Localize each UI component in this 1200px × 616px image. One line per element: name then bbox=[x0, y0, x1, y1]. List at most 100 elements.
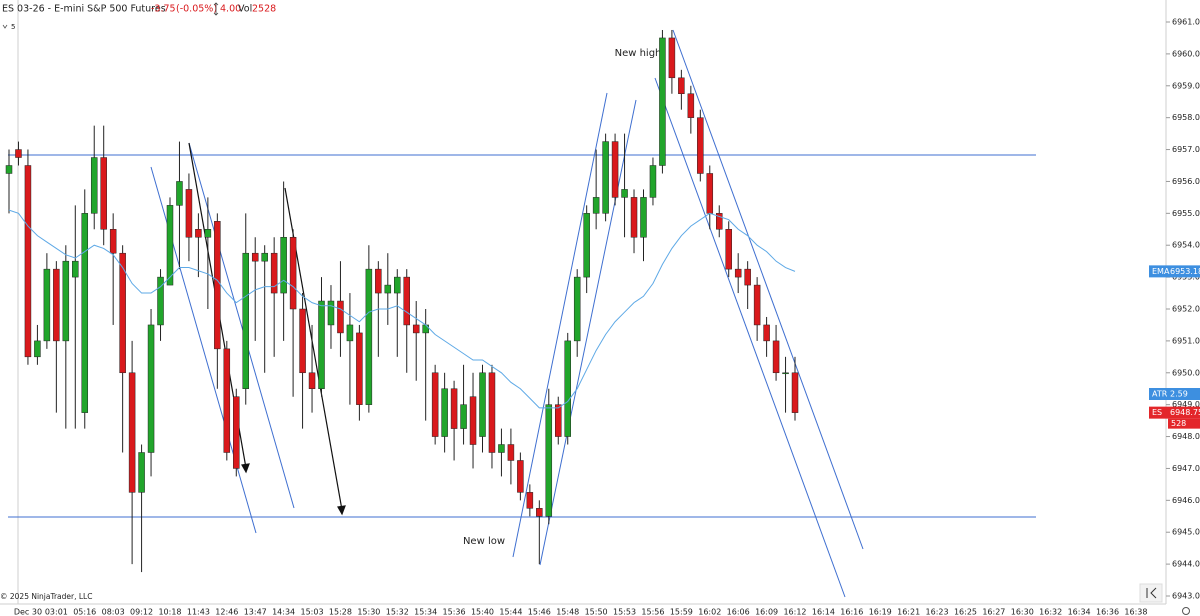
candle-body bbox=[251, 252, 259, 262]
candle-body bbox=[138, 452, 145, 493]
trend-line bbox=[512, 92, 608, 558]
x-tick-label: 15:34 bbox=[414, 608, 437, 616]
candle-body bbox=[53, 268, 60, 342]
candle-body bbox=[460, 404, 467, 429]
interval-dropdown[interactable] bbox=[2, 24, 8, 29]
candle-body bbox=[725, 229, 732, 270]
candle-body bbox=[109, 229, 117, 254]
settings-icon[interactable] bbox=[1182, 607, 1190, 615]
candle-body bbox=[441, 388, 448, 437]
price-badge-label: ES bbox=[1152, 408, 1162, 417]
range: 4.00 bbox=[220, 4, 241, 15]
candle-body bbox=[687, 93, 695, 118]
candle-body bbox=[479, 372, 486, 437]
candle-body bbox=[564, 340, 571, 437]
y-tick-label: 6951.00 bbox=[1172, 336, 1200, 345]
candle-body bbox=[365, 268, 373, 405]
candle-body bbox=[545, 404, 553, 517]
candle-body bbox=[166, 205, 174, 286]
arrow-head bbox=[241, 463, 250, 474]
candle-body bbox=[62, 260, 70, 342]
x-tick-label: 08:03 bbox=[102, 608, 125, 616]
icon bbox=[1146, 587, 1157, 599]
candle-body bbox=[90, 157, 98, 214]
ema-line bbox=[8, 209, 796, 409]
candle-body bbox=[346, 324, 354, 342]
x-tick-label: 11:43 bbox=[187, 608, 210, 616]
x-tick-label: 16:25 bbox=[954, 608, 977, 616]
y-tick-label: 6946.00 bbox=[1172, 496, 1200, 505]
candle-body bbox=[536, 508, 543, 517]
y-tick-label: 6947.00 bbox=[1172, 464, 1200, 473]
y-tick-label: 6956.00 bbox=[1172, 177, 1200, 186]
y-tick-label: 6960.00 bbox=[1172, 49, 1200, 58]
candle-body bbox=[24, 165, 32, 358]
instrument-title: ES 03-26 - E-mini S&P 500 Futures bbox=[2, 4, 166, 15]
candle-body bbox=[195, 229, 202, 238]
candle-body bbox=[337, 300, 344, 334]
x-tick-label: 15:44 bbox=[499, 608, 522, 616]
x-tick-label: 16:23 bbox=[926, 608, 949, 616]
trend-line bbox=[539, 99, 637, 566]
x-tick-label: 15:36 bbox=[443, 608, 466, 616]
x-tick-label: 16:02 bbox=[698, 608, 721, 616]
candle-body bbox=[734, 268, 742, 278]
x-tick-label: 15:53 bbox=[613, 608, 636, 616]
atr-badge-value: 2.59 bbox=[1170, 390, 1188, 399]
x-tick-label: 16:27 bbox=[982, 608, 1005, 616]
candle-body bbox=[147, 324, 155, 453]
x-tick-label: Dec 30 bbox=[14, 608, 42, 616]
candle-body bbox=[214, 221, 221, 350]
x-tick-label: 09:12 bbox=[130, 608, 153, 616]
ema-badge-value: 6953.18 bbox=[1170, 267, 1200, 276]
trend-line bbox=[654, 77, 846, 598]
ema-badge bbox=[1149, 265, 1200, 278]
price-badge-extra: 528 bbox=[1171, 419, 1186, 428]
candle-body bbox=[384, 284, 392, 294]
arrow-head bbox=[337, 505, 346, 516]
x-tick-label: 16:30 bbox=[1011, 608, 1034, 616]
candle-body bbox=[573, 276, 581, 342]
reset-button[interactable] bbox=[1139, 583, 1163, 603]
candle-body bbox=[583, 213, 590, 278]
candle-body bbox=[678, 77, 685, 95]
candle-body bbox=[498, 444, 505, 453]
candle-body bbox=[394, 276, 401, 294]
candle-body bbox=[630, 197, 638, 238]
y-tick-label: 6955.00 bbox=[1172, 209, 1200, 218]
x-tick-label: 15:46 bbox=[528, 608, 551, 616]
interval[interactable]: 5 bbox=[11, 23, 15, 31]
change-pct: (-0.05%) bbox=[176, 4, 217, 15]
atr-badge-label: ATR bbox=[1152, 390, 1168, 399]
candle-body bbox=[526, 492, 534, 509]
x-tick-label: 12:46 bbox=[215, 608, 238, 616]
candle-body bbox=[753, 284, 761, 326]
y-tick-label: 6957.00 bbox=[1172, 145, 1200, 154]
candle-body bbox=[375, 268, 382, 294]
candle-body bbox=[422, 324, 429, 334]
candle-body bbox=[507, 444, 515, 461]
candle-body bbox=[233, 396, 240, 469]
trend-line bbox=[672, 29, 864, 550]
x-tick-label: 16:21 bbox=[897, 608, 920, 616]
x-tick-label: 13:47 bbox=[244, 608, 267, 616]
candle-body bbox=[744, 268, 751, 286]
candle-body bbox=[668, 37, 676, 79]
candle-body bbox=[611, 141, 619, 198]
volume-label: Vol bbox=[238, 4, 252, 15]
x-tick-label: 15:56 bbox=[641, 608, 664, 616]
candle-body bbox=[43, 268, 51, 342]
candle-body bbox=[176, 181, 183, 206]
x-tick-label: 14:34 bbox=[272, 608, 295, 616]
y-tick-label: 6949.00 bbox=[1172, 400, 1200, 409]
candle-body bbox=[280, 237, 287, 294]
candle-body bbox=[15, 149, 22, 158]
candle-body bbox=[649, 165, 657, 198]
x-tick-label: 15:59 bbox=[670, 608, 693, 616]
candle-body bbox=[356, 332, 363, 405]
candle-body bbox=[517, 460, 524, 493]
x-tick-label: 16:09 bbox=[755, 608, 778, 616]
candle-body bbox=[223, 348, 231, 453]
range-icon bbox=[213, 2, 219, 16]
